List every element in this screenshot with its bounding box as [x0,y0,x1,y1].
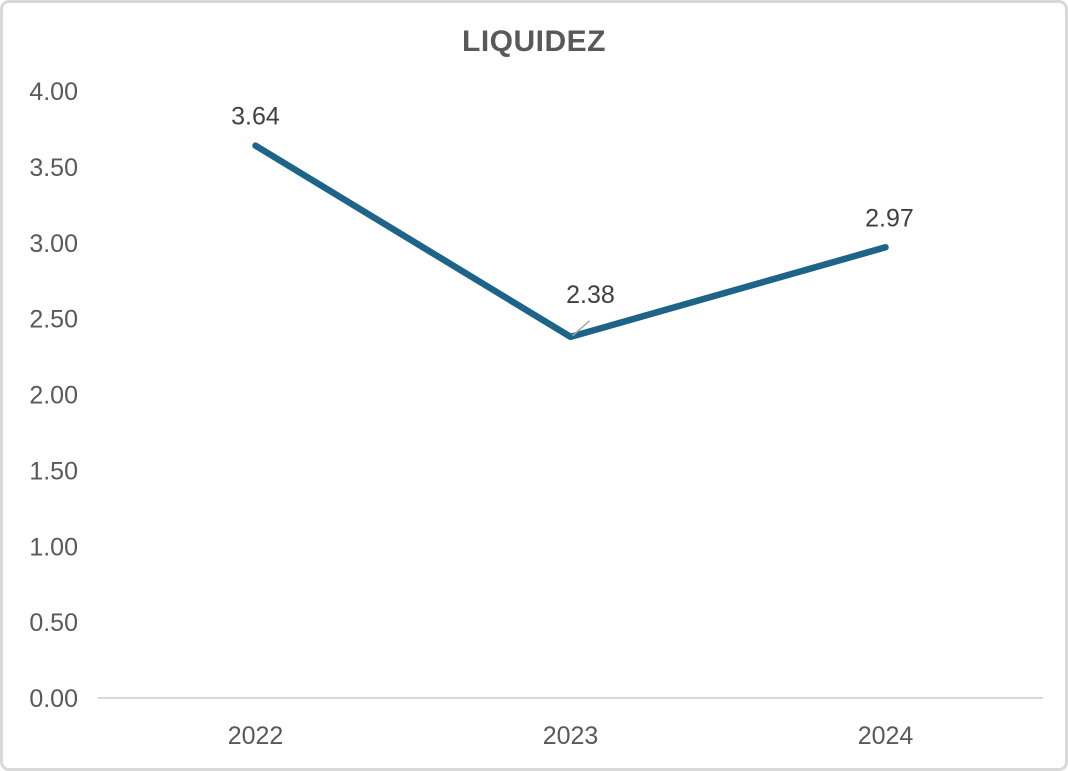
data-label: 2.97 [865,204,914,232]
y-axis-tick-label: 2.00 [29,382,78,410]
data-label: 2.38 [566,281,615,309]
data-label: 3.64 [231,103,280,131]
y-axis-tick-label: 1.00 [29,533,78,561]
x-axis-category-label: 2024 [858,722,914,750]
data-label-leader-line [572,320,590,337]
y-axis-tick-label: 4.00 [29,78,78,106]
data-series-line [252,142,889,341]
y-axis-tick-label: 3.00 [29,230,78,258]
line-chart-plot-area: 0.00 0.50 1.00 1.50 2.00 2.50 3.00 3.50 4.00 2022… [29,78,1043,750]
y-axis-tick-label: 0.50 [29,609,78,637]
x-axis-category-label: 2023 [543,722,599,750]
y-axis-tick-label: 1.50 [29,457,78,485]
x-axis-category-label: 2022 [228,722,284,750]
y-axis-tick-label: 2.50 [29,306,78,334]
y-axis-tick-label: 3.50 [29,154,78,182]
y-axis-tick-label: 0.00 [29,685,78,713]
